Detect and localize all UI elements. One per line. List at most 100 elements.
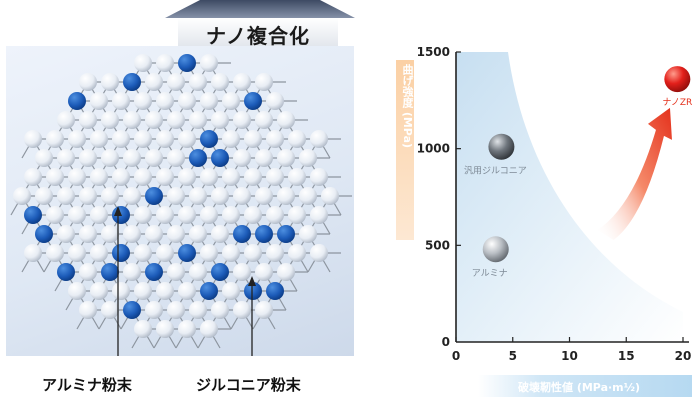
zirconia-particle — [68, 92, 86, 110]
zirconia-particle — [200, 130, 218, 148]
pointer-arrow-alumina — [114, 206, 122, 216]
alumina-particle — [266, 244, 284, 262]
alumina-particle — [222, 244, 240, 262]
alumina-particle — [266, 92, 284, 110]
alumina-particle — [255, 149, 273, 167]
alumina-particle — [233, 187, 251, 205]
data-point — [664, 66, 691, 93]
alumina-particle — [266, 130, 284, 148]
zirconia-particle — [266, 282, 284, 300]
alumina-particle — [46, 244, 64, 262]
alumina-particle — [134, 244, 152, 262]
alumina-particle — [24, 168, 42, 186]
alumina-particle — [79, 263, 97, 281]
alumina-particle — [112, 130, 130, 148]
alumina-particle — [35, 187, 53, 205]
alumina-particle — [123, 111, 141, 129]
alumina-particle — [299, 149, 317, 167]
alumina-particle — [46, 168, 64, 186]
alumina-particle — [288, 244, 306, 262]
alumina-particle — [79, 149, 97, 167]
alumina-particle — [57, 187, 75, 205]
nanocomposite-lattice-illustration — [6, 46, 354, 356]
zirconia-particle — [233, 225, 251, 243]
lattice-svg — [10, 54, 352, 356]
alumina-particle — [156, 282, 174, 300]
alumina-particle — [244, 206, 262, 224]
alumina-particle — [222, 92, 240, 110]
zirconia-particle — [24, 206, 42, 224]
zirconia-particle — [123, 73, 141, 91]
alumina-particle — [178, 282, 196, 300]
alumina-particle — [90, 244, 108, 262]
alumina-particle — [211, 111, 229, 129]
zirconia-particle — [255, 225, 273, 243]
y-tick-label: 1000 — [417, 142, 450, 156]
alumina-particle — [233, 73, 251, 91]
strength-toughness-chart: 0 5 10 15 20 0 500 1000 1500 アルミナ 汎用ジルコニア ナノZR — [417, 45, 693, 363]
alumina-particle — [277, 187, 295, 205]
alumina-particle — [222, 206, 240, 224]
alumina-particle — [134, 320, 152, 338]
zirconia-particle — [244, 282, 262, 300]
alumina-particle — [145, 149, 163, 167]
alumina-particle — [255, 111, 273, 129]
y-axis-label-box — [396, 60, 414, 240]
alumina-particle — [200, 168, 218, 186]
alumina-particle — [90, 92, 108, 110]
alumina-particle — [189, 301, 207, 319]
alumina-particle — [222, 168, 240, 186]
alumina-particle — [288, 130, 306, 148]
alumina-particle — [68, 130, 86, 148]
alumina-particle — [178, 130, 196, 148]
alumina-particle — [145, 73, 163, 91]
alumina-particle — [211, 73, 229, 91]
alumina-particle — [299, 187, 317, 205]
alumina-particle — [277, 111, 295, 129]
alumina-particle — [90, 130, 108, 148]
alumina-particle — [90, 168, 108, 186]
alumina-particle — [277, 149, 295, 167]
x-axis-label-box — [478, 375, 692, 397]
zirconia-particle — [178, 244, 196, 262]
x-axis-label: 破壊靭性値 (MPa·m½) — [518, 381, 641, 394]
alumina-particle — [200, 54, 218, 72]
alumina-particle — [156, 244, 174, 262]
alumina-particle — [79, 111, 97, 129]
alumina-particle — [299, 225, 317, 243]
zirconia-particle — [123, 301, 141, 319]
alumina-particle — [101, 111, 119, 129]
alumina-particle — [167, 187, 185, 205]
alumina-particle — [156, 54, 174, 72]
alumina-particle — [156, 130, 174, 148]
alumina-particle — [134, 168, 152, 186]
alumina-particle — [101, 301, 119, 319]
alumina-particle — [145, 301, 163, 319]
tradeoff-region — [456, 52, 683, 342]
alumina-particle — [233, 263, 251, 281]
alumina-particle — [101, 73, 119, 91]
alumina-particle — [189, 111, 207, 129]
alumina-particle — [167, 111, 185, 129]
alumina-particle — [277, 263, 295, 281]
alumina-particle — [167, 149, 185, 167]
alumina-particle — [156, 206, 174, 224]
alumina-particle — [255, 73, 273, 91]
zirconia-particle — [145, 187, 163, 205]
alumina-particle — [90, 206, 108, 224]
alumina-particle — [189, 225, 207, 243]
alumina-particle — [79, 73, 97, 91]
zirconia-particle — [189, 149, 207, 167]
alumina-particle — [134, 54, 152, 72]
zirconia-particle — [277, 225, 295, 243]
alumina-particle — [24, 244, 42, 262]
alumina-particle — [310, 244, 328, 262]
x-tick-label: 5 — [509, 349, 517, 363]
improvement-arrow — [597, 107, 672, 240]
alumina-particle — [189, 73, 207, 91]
alumina-particle — [156, 320, 174, 338]
alumina-particle — [255, 263, 273, 281]
label-alumina-powder: アルミナ粉末 — [42, 376, 132, 394]
alumina-particle — [310, 206, 328, 224]
alumina-particle — [211, 187, 229, 205]
